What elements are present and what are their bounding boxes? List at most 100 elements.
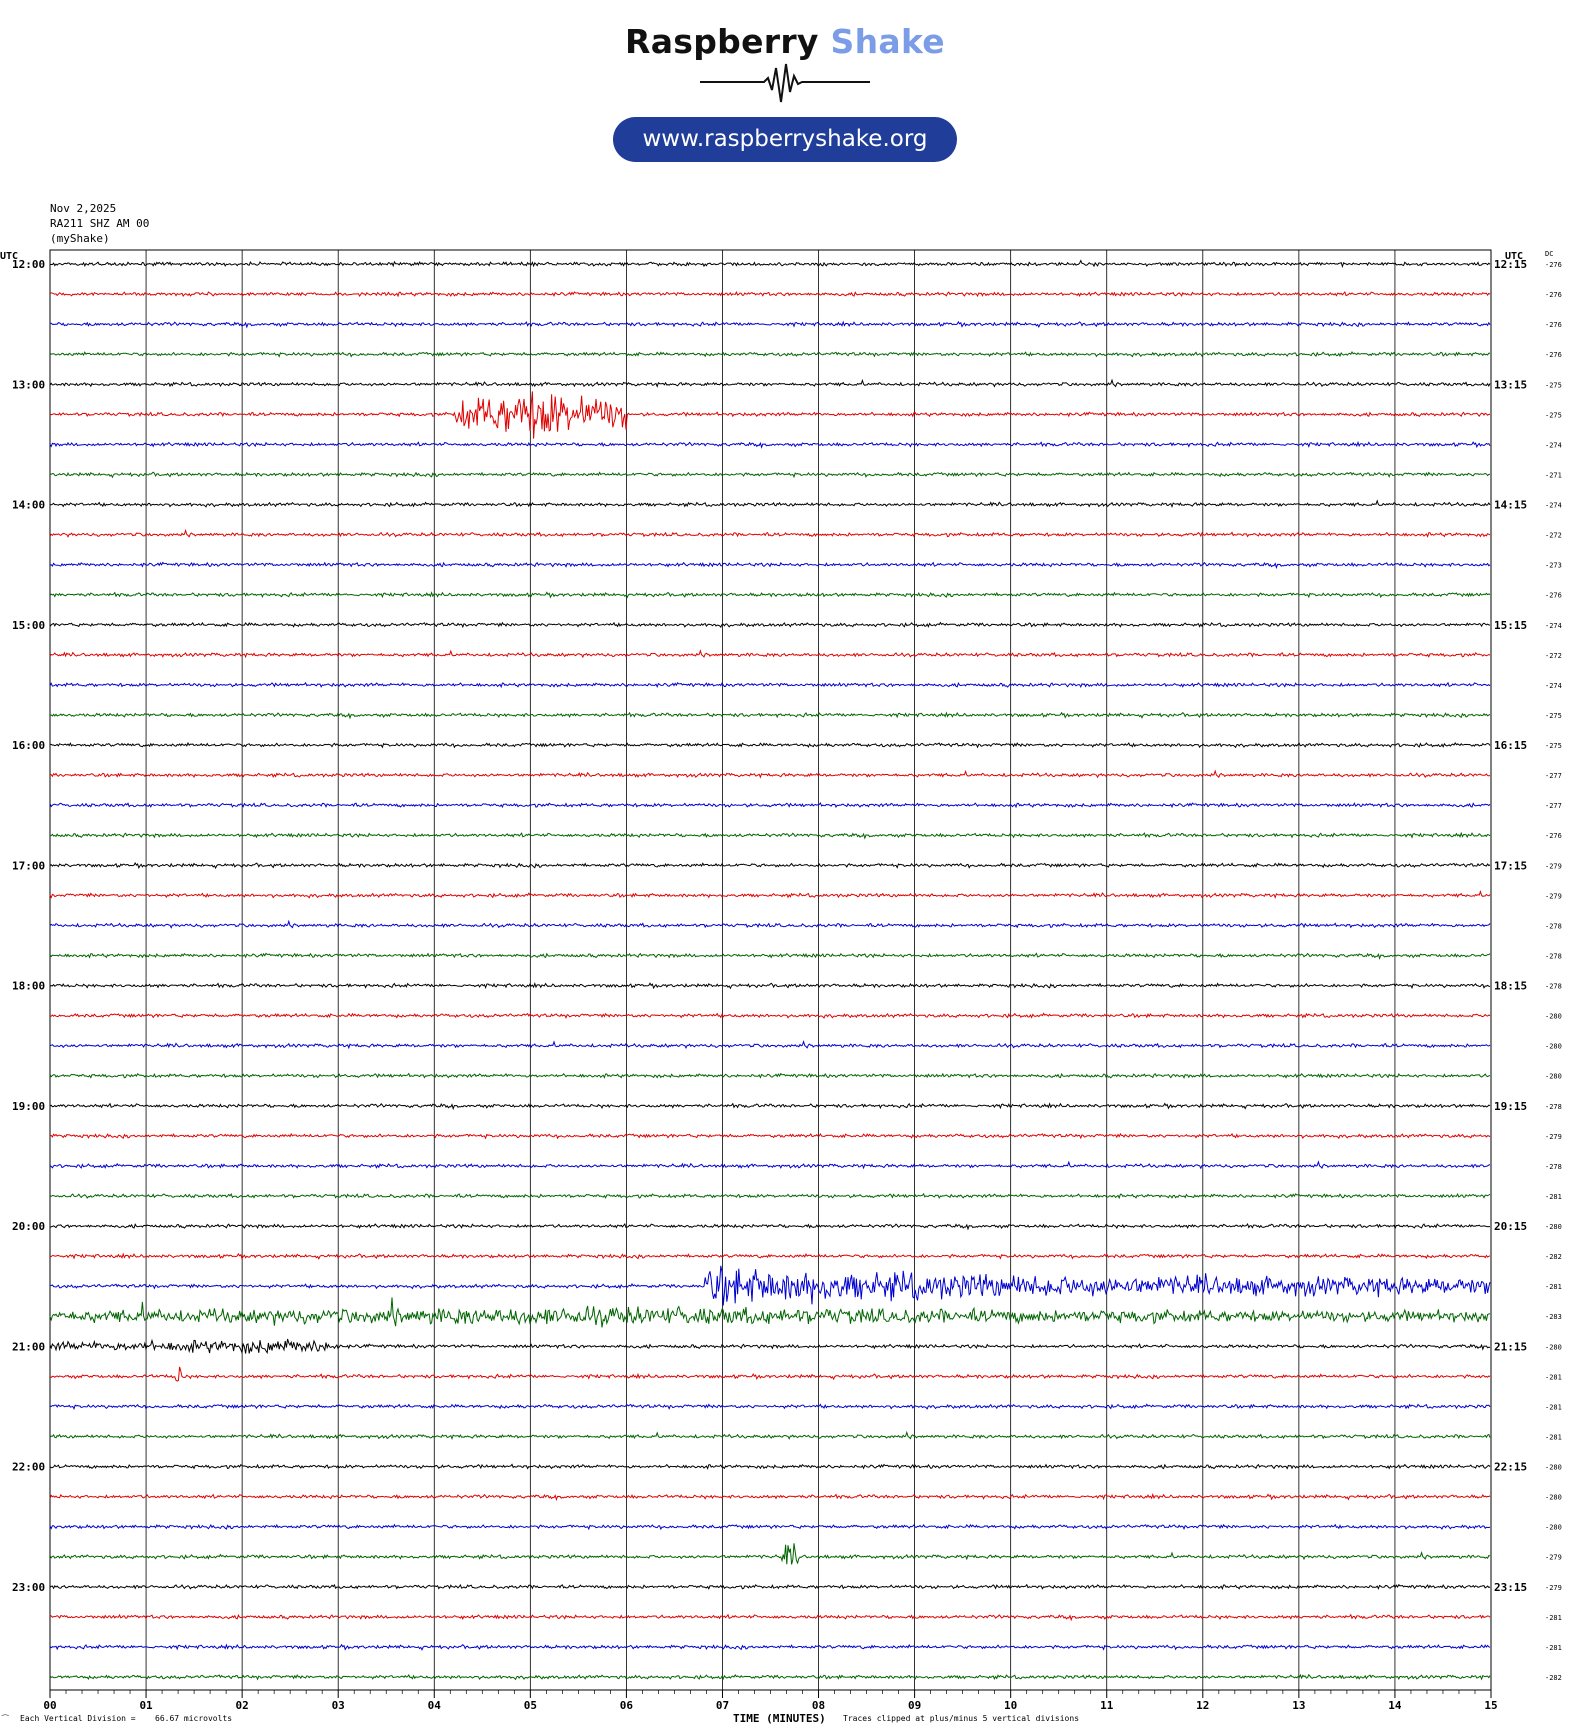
dc-offset-label: -274: [1545, 622, 1562, 630]
left-axis-title: UTC: [0, 251, 18, 262]
seismic-trace: [49, 890, 1491, 899]
seismic-trace: [49, 1132, 1491, 1140]
dc-offset-label: -282: [1545, 1674, 1562, 1682]
plot-frame: [49, 249, 1492, 1691]
seismic-trace: [49, 1366, 1491, 1382]
scale-label: Each Vertical Division =: [20, 1714, 136, 1723]
seismic-trace: [50, 741, 1491, 749]
dc-offset-label: -276: [1545, 291, 1562, 299]
seismic-trace: [49, 1192, 1491, 1200]
seismic-trace: [49, 1338, 1491, 1355]
x-tick-label: 14: [1388, 1699, 1402, 1712]
seismic-trace: [49, 561, 1491, 570]
dc-offset-label: -281: [1545, 1433, 1562, 1441]
x-tick-label: 11: [1100, 1699, 1114, 1712]
dc-offset-label: -279: [1545, 1133, 1562, 1141]
dc-offset-label: -281: [1545, 1403, 1562, 1411]
seismic-trace: [49, 1012, 1491, 1020]
hour-label: 14:00: [12, 499, 45, 512]
website-link[interactable]: www.raspberryshake.org: [613, 117, 957, 162]
hour-label: 16:00: [12, 739, 45, 752]
clip-note: Traces clipped at plus/minus 5 vertical …: [843, 1714, 1079, 1723]
dc-offset-label: -281: [1545, 1373, 1562, 1381]
hour-label: 18:00: [12, 980, 45, 993]
seismic-trace: [49, 621, 1491, 629]
hour-label: 19:00: [12, 1100, 45, 1113]
brand-word-shake: Shake: [830, 22, 945, 61]
seismic-trace: [49, 1463, 1491, 1470]
network-label: (myShake): [50, 232, 110, 245]
dc-offset-label: -276: [1545, 351, 1562, 359]
right-time-label: 12:15: [1494, 258, 1527, 271]
seismic-trace: [49, 831, 1491, 840]
dc-offset-label: -279: [1545, 1584, 1562, 1592]
dc-offset-label: -281: [1545, 1644, 1562, 1652]
seismic-trace: [49, 1265, 1491, 1306]
dc-offset-label: -283: [1545, 1313, 1562, 1321]
dc-offset-label: -278: [1545, 1103, 1562, 1111]
seismic-trace: [49, 1222, 1490, 1231]
seismic-trace: [49, 378, 1491, 388]
x-tick-label: 02: [236, 1699, 249, 1712]
dc-offset-label: -280: [1545, 1494, 1562, 1502]
x-axis-title: TIME (MINUTES): [733, 1712, 826, 1725]
station-label: RA211 SHZ AM 00: [50, 217, 150, 230]
dc-offset-label: -274: [1545, 441, 1562, 449]
x-tick-label: 01: [139, 1699, 153, 1712]
seismic-trace: [49, 1252, 1491, 1260]
seismic-trace: [49, 591, 1491, 599]
dc-offset-label: -278: [1545, 983, 1562, 991]
seismic-trace: [49, 711, 1491, 720]
dc-offset-label: -280: [1545, 1223, 1562, 1231]
dc-offset-label: -280: [1545, 1013, 1562, 1021]
dc-offset-label: -276: [1545, 592, 1562, 600]
seismic-trace: [49, 259, 1491, 269]
dc-offset-label: -280: [1545, 1524, 1562, 1532]
dc-offset-label: -271: [1545, 471, 1562, 479]
seismic-trace: [49, 1673, 1491, 1681]
seismic-trace: [49, 1102, 1491, 1111]
seismic-trace: [49, 290, 1491, 298]
dc-offset-label: -281: [1545, 1614, 1562, 1622]
seismic-trace: [49, 1523, 1491, 1531]
brand-title: Raspberry Shake: [0, 22, 1570, 61]
x-tick-label: 05: [524, 1699, 537, 1712]
dc-offset-label: -275: [1545, 411, 1562, 419]
x-tick-label: 07: [716, 1699, 729, 1712]
right-time-label: 23:15: [1494, 1581, 1527, 1594]
seismic-trace: [49, 1297, 1491, 1328]
seismic-trace: [49, 681, 1491, 689]
date-label: Nov 2,2025: [50, 202, 117, 215]
x-tick-label: 13: [1292, 1699, 1305, 1712]
dc-offset-label: -276: [1545, 261, 1562, 269]
dc-offset-label: -277: [1545, 802, 1562, 810]
right-time-label: 18:15: [1494, 980, 1527, 993]
dc-offset-label: -274: [1545, 682, 1562, 690]
scale-value: 66.67 microvolts: [155, 1714, 232, 1723]
x-tick-label: 10: [1004, 1699, 1017, 1712]
seismic-trace: [49, 952, 1491, 961]
dc-offset-label: -276: [1545, 832, 1562, 840]
seismic-trace: [49, 1493, 1491, 1502]
hour-label: 22:00: [12, 1461, 45, 1474]
right-time-label: 16:15: [1494, 739, 1527, 752]
brand-seismogram-icon: [700, 63, 870, 103]
dc-offset-label: -277: [1545, 772, 1562, 780]
dc-offset-label: -278: [1545, 1163, 1562, 1171]
dc-offset-label: -281: [1545, 1193, 1562, 1201]
seismic-trace: [50, 320, 1491, 329]
dc-offset-label: -280: [1545, 1343, 1562, 1351]
right-time-label: 17:15: [1494, 859, 1527, 872]
dc-offset-label: -282: [1545, 1253, 1562, 1261]
seismic-trace: [49, 440, 1491, 449]
seismic-trace: [49, 919, 1491, 929]
x-tick-label: 06: [620, 1699, 634, 1712]
seismic-trace: [49, 1403, 1491, 1410]
x-tick-label: 15: [1484, 1699, 1497, 1712]
dc-offset-label: -278: [1545, 952, 1562, 960]
seismic-trace: [49, 1430, 1491, 1441]
footer-mark: ⁀: [1, 1714, 9, 1724]
dc-offset-label: -279: [1545, 892, 1562, 900]
x-tick-label: 04: [428, 1699, 442, 1712]
